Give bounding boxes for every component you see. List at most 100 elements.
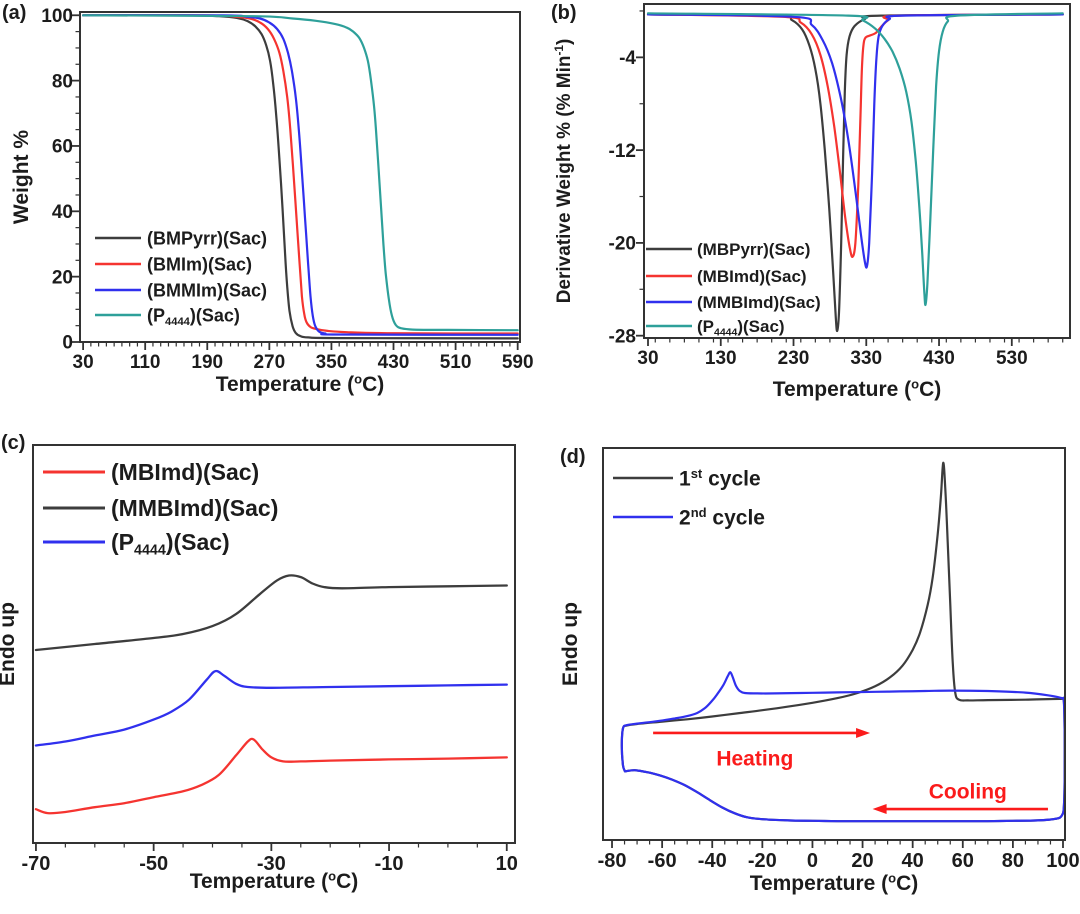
legend-label: 2nd cycle — [679, 505, 765, 530]
panel-b-frame — [643, 3, 1071, 339]
direction-arrow-head — [856, 727, 871, 738]
x-tick-label: -80 — [598, 850, 627, 872]
panel-a-axes: 30 110 190 270 350 430 510 590 0 20 40 60 80 100 — [41, 6, 533, 373]
x-tick-label: 330 — [850, 348, 882, 369]
x-tick-label: 110 — [130, 352, 161, 373]
panel-c: -70 -50 -30 -10 10 Temperature (oC) Endo up (MB… — [0, 444, 518, 893]
x-axis-title: Temperature (oC) — [773, 376, 942, 401]
y-tick-label: -20 — [609, 234, 636, 255]
x-tick-label: 430 — [378, 352, 410, 373]
y-tick-label: 40 — [52, 202, 73, 223]
legend-label: (P4444)(Sac) — [111, 529, 230, 559]
legend-label: (BMIm)(Sac) — [147, 254, 252, 274]
y-tick-label: 0 — [62, 333, 73, 354]
panel-c-axes: -70 -50 -30 -10 10 — [21, 843, 518, 875]
y-tick-label: 20 — [52, 267, 73, 288]
series--p4444-sac- — [34, 669, 508, 747]
legend-label: (MMBImd)(Sac) — [111, 495, 278, 521]
x-tick-label: 60 — [952, 850, 974, 872]
legend-label: (P4444)(Sac) — [147, 305, 240, 328]
x-tick-label: 30 — [73, 352, 94, 373]
x-tick-label: 270 — [253, 352, 285, 373]
series--mbpyrr-sac- — [646, 13, 1064, 333]
y-axis-title: Endo up — [559, 602, 582, 686]
x-tick-label: -10 — [375, 853, 404, 875]
legend-label: (MBPyrr)(Sac) — [697, 240, 810, 259]
y-tick-label: 60 — [52, 137, 73, 158]
x-tick-label: 430 — [923, 348, 955, 369]
legend-label: (BMPyrr)(Sac) — [147, 228, 267, 248]
x-tick-label: 20 — [851, 850, 873, 872]
x-tick-label: 230 — [778, 348, 810, 369]
panel-a: 30 110 190 270 350 430 510 590 0 20 40 60 80 100 Tempe… — [10, 6, 534, 396]
x-tick-label: 530 — [996, 348, 1028, 369]
panel-b-axes: 30 130 230 330 430 530 -4 -12 -20 -28 — [609, 10, 1064, 369]
panel-a-series — [82, 14, 519, 340]
x-tick-label: -60 — [648, 850, 677, 872]
x-tick-label: 190 — [191, 352, 223, 373]
x-tick-label: -20 — [748, 850, 777, 872]
x-tick-label: -40 — [698, 850, 727, 872]
series--bmmim-sac- — [82, 14, 519, 336]
legend-label: (MBImd)(Sac) — [111, 459, 259, 485]
legend-label: (P4444)(Sac) — [697, 317, 785, 338]
y-axis-title: Endo up — [0, 602, 19, 686]
x-tick-label: 10 — [496, 853, 518, 875]
series--mbimd-sac- — [646, 13, 1064, 258]
panel-b-label: (b) — [551, 2, 577, 24]
panel-d-axes: -80 -60 -40 -20 0 20 40 60 80 100 — [598, 840, 1080, 872]
legend-label: (BMMIm)(Sac) — [147, 280, 267, 300]
series--bmpyrr-sac- — [82, 14, 519, 340]
legend-label: 1st cycle — [679, 466, 761, 491]
x-tick-label: 30 — [637, 348, 658, 369]
x-tick-label: -30 — [257, 853, 286, 875]
series--mmbimd-sac- — [646, 13, 1064, 269]
y-tick-label: -28 — [609, 326, 636, 347]
direction-arrow-head — [872, 804, 887, 815]
series--p4444-sac- — [646, 12, 1064, 307]
y-tick-label: 80 — [52, 71, 73, 92]
panel-c-label: (c) — [1, 432, 26, 454]
panel-b-series — [646, 12, 1064, 333]
x-tick-label: -70 — [21, 853, 50, 875]
x-tick-label: -50 — [139, 853, 168, 875]
panel-c-series — [34, 574, 508, 815]
y-axis-title: Weight % — [10, 130, 33, 224]
panel-d-series — [620, 461, 1066, 823]
panel-d-frame — [602, 447, 1066, 841]
x-tick-label: 80 — [1002, 850, 1024, 872]
y-tick-label: -12 — [609, 141, 636, 162]
series-2nd-cycle — [620, 671, 1066, 823]
x-tick-label: 350 — [316, 352, 348, 373]
panel-a-label: (a) — [2, 2, 27, 24]
x-tick-label: 130 — [705, 348, 737, 369]
y-axis-title: Derivative Weight % (% Min-1) — [552, 39, 575, 304]
panel-d-annotations: Heating Cooling — [653, 727, 1048, 815]
y-tick-label: -4 — [619, 48, 636, 69]
legend-label: (MMBImd)(Sac) — [697, 293, 821, 312]
panel-b-legend: (MBPyrr)(Sac) (MBImd)(Sac) (MMBImd)(Sac) (P… — [646, 240, 821, 338]
x-tick-label: 40 — [902, 850, 924, 872]
legend-label: (MBImd)(Sac) — [697, 267, 807, 286]
panel-d-label: (d) — [560, 446, 586, 468]
annotation-text: Cooling — [929, 780, 1007, 803]
annotation-text: Heating — [716, 747, 793, 770]
panel-a-legend: (BMPyrr)(Sac) (BMIm)(Sac) (BMMIm)(Sac) (P44… — [95, 228, 267, 328]
series--bmim-sac- — [82, 14, 519, 335]
x-tick-label: 590 — [502, 352, 534, 373]
x-axis-title: Temperature (oC) — [216, 371, 385, 396]
panel-c-frame — [32, 444, 516, 844]
series--mmbimd-sac- — [34, 574, 508, 652]
panel-d: -80 -60 -40 -20 0 20 40 60 80 100 Temperature (oC)… — [559, 447, 1080, 895]
series--p4444-sac- — [82, 14, 519, 332]
x-axis-title: Temperature (oC) — [190, 868, 359, 893]
panel-a-frame — [79, 11, 521, 343]
x-tick-label: 100 — [1046, 850, 1079, 872]
x-axis-title: Temperature (oC) — [750, 870, 919, 895]
x-tick-label: 510 — [440, 352, 472, 373]
series--mbimd-sac- — [34, 737, 508, 815]
x-tick-label: 0 — [807, 850, 818, 872]
y-tick-label: 100 — [41, 6, 73, 27]
